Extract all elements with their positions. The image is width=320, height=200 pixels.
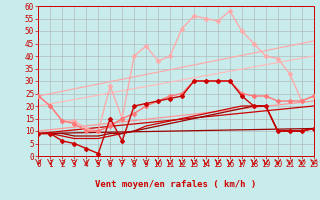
X-axis label: Vent moyen/en rafales ( km/h ): Vent moyen/en rafales ( km/h ) [95,180,257,189]
